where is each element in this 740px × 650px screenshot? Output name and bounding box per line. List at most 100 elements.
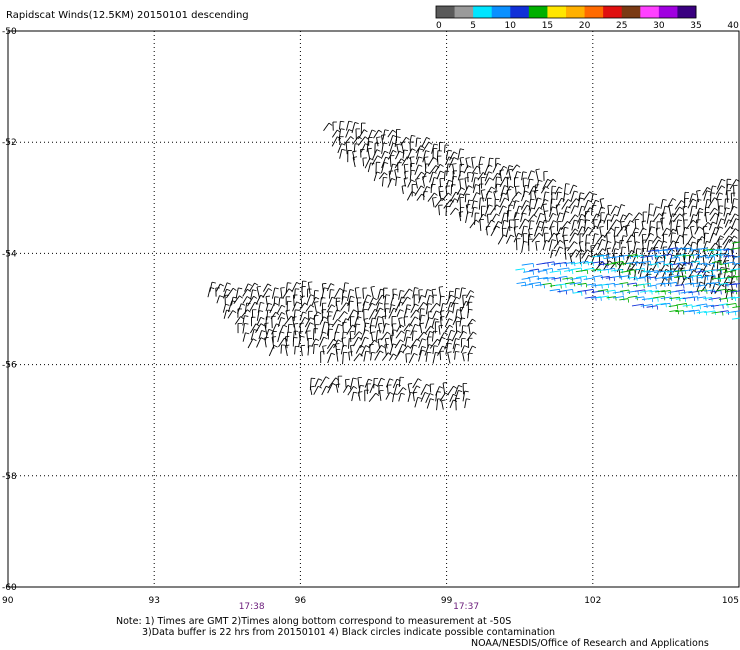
wind-barb: [242, 323, 245, 334]
wind-barb: [711, 277, 721, 280]
wind-barb-flag: [365, 143, 370, 146]
wind-barb: [653, 213, 660, 222]
wind-barb: [725, 289, 737, 293]
wind-barb: [388, 308, 395, 319]
wind-barb: [280, 287, 283, 298]
wind-barb-flag: [435, 351, 440, 354]
wind-barb: [388, 171, 391, 183]
wind-barb-flag: [706, 199, 711, 201]
wind-barb-flag: [365, 345, 370, 348]
wind-barb-flag: [574, 232, 579, 236]
wind-barb-flag: [264, 322, 269, 325]
wind-barb: [521, 225, 525, 238]
wind-barb-flag: [470, 290, 475, 293]
wind-barb-flag: [581, 213, 586, 217]
wind-barb: [256, 337, 262, 348]
wind-barb-flag: [628, 212, 633, 216]
wind-barb: [547, 232, 555, 243]
wind-barb-flag: [692, 219, 697, 224]
wind-barb-flag: [440, 310, 445, 312]
wind-barb: [471, 172, 475, 183]
wind-barb-flag: [364, 136, 369, 140]
wind-barb: [326, 323, 330, 336]
wind-barb-flag: [405, 136, 410, 140]
wind-barb: [389, 155, 392, 167]
wind-barb: [407, 179, 412, 188]
wind-barb-flag: [440, 295, 445, 298]
wind-barb: [422, 176, 425, 187]
wind-barb: [528, 207, 532, 217]
wind-barb: [357, 136, 366, 146]
wind-barb-flag: [470, 295, 475, 298]
wind-barb-flag: [386, 331, 391, 335]
wind-barb-flag: [495, 213, 500, 217]
wind-barb: [543, 191, 546, 202]
wind-barb-flag: [353, 156, 358, 158]
wind-barb: [709, 233, 714, 243]
wind-barb: [321, 385, 327, 396]
wind-barb: [715, 185, 722, 195]
wind-barb: [592, 260, 604, 264]
wind-barb-flag: [264, 336, 269, 339]
wind-barb: [543, 276, 555, 280]
wind-barb-flag: [453, 151, 458, 155]
wind-barb: [258, 330, 262, 340]
wind-barb: [542, 179, 549, 190]
wind-barb-flag: [666, 227, 671, 231]
wind-barb-flag: [347, 384, 352, 388]
wind-barb-flag: [560, 227, 565, 230]
wind-barb: [698, 247, 708, 250]
wind-barb: [730, 290, 740, 293]
wind-barb: [450, 296, 457, 308]
wind-barb: [646, 256, 649, 266]
wind-barb: [362, 294, 368, 306]
wind-barb: [675, 297, 686, 300]
wind-barb-flag: [241, 303, 246, 306]
wind-barb-flag: [510, 234, 515, 238]
wind-barb: [377, 289, 381, 300]
wind-barb-flag: [565, 183, 570, 185]
wind-barb-flag: [574, 241, 578, 245]
wind-barb: [591, 268, 601, 271]
wind-barb: [406, 148, 413, 160]
wind-barb-flag: [496, 204, 501, 208]
wind-barb-flag: [472, 318, 476, 322]
wind-barb-flag: [489, 157, 494, 160]
wind-barb: [418, 295, 422, 304]
wind-barb: [366, 141, 369, 153]
latitude-tick-label: -50: [2, 27, 17, 37]
wind-barb-flag: [383, 142, 388, 145]
wind-barb: [471, 200, 475, 209]
wind-barb: [689, 249, 695, 259]
wind-barb-flag: [413, 344, 418, 347]
wind-barb: [403, 316, 406, 327]
wind-barb-flag: [331, 352, 336, 356]
wind-barb-flag: [441, 197, 446, 201]
wind-barb-flag: [268, 302, 273, 305]
wind-barb: [293, 309, 296, 322]
wind-barb: [660, 302, 671, 306]
wind-barb: [575, 269, 588, 273]
wind-barb: [605, 282, 615, 286]
wind-barb-flag: [335, 331, 340, 333]
wind-barb-flag: [459, 156, 465, 159]
time-labels: 17:38 17:37: [239, 602, 479, 612]
wind-barb-flag: [731, 281, 736, 283]
wind-barb: [647, 247, 653, 258]
time-label: 17:38: [239, 602, 265, 612]
wind-barb: [424, 289, 428, 298]
wind-barb-flag: [734, 213, 739, 217]
wind-barb: [716, 218, 722, 229]
wind-barb: [583, 261, 593, 264]
wind-barb: [388, 150, 394, 160]
wind-barb: [419, 323, 423, 334]
wind-barb-flag: [398, 317, 403, 319]
wind-barb: [446, 294, 452, 305]
wind-barb: [313, 290, 316, 300]
wind-barb-flag: [379, 307, 384, 311]
wind-barb: [382, 316, 385, 328]
wind-barb: [447, 330, 452, 341]
wind-barb: [661, 290, 671, 293]
longitude-labels: 90 93 96 99 102 105: [2, 596, 739, 606]
wind-barb-flag: [331, 304, 336, 308]
